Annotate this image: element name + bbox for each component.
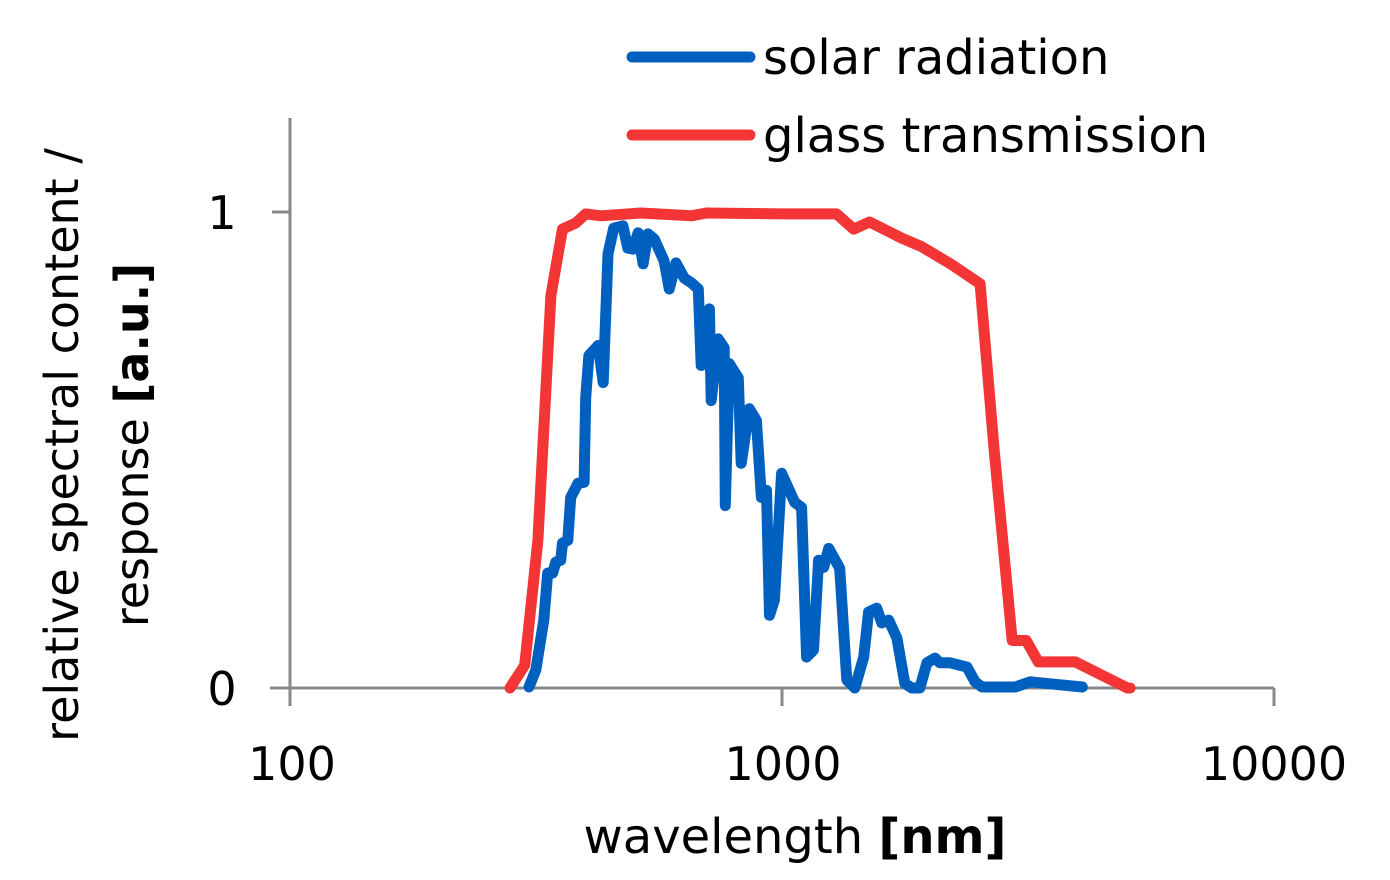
axes [270,118,1276,706]
legend: solar radiation glass transmission [626,30,1208,164]
x-axis-title-text: wavelength [584,809,864,865]
x-tick-label-10000: 10000 [1201,737,1347,791]
series-line-solar-radiation [523,220,1088,694]
x-tick-label-100: 100 [248,737,336,791]
y-tick-label-0: 0 [207,662,236,716]
y-axis-title: relative spectral content / response [a.… [35,148,159,742]
legend-label-glass-transmission: glass transmission [763,108,1208,164]
series-layer [504,207,1136,694]
y-axis-title-unit: [a.u.] [105,263,159,404]
y-axis-title-line1: relative spectral content / [35,148,89,742]
y-axis-title-line2: response [a.u.] [105,263,159,627]
x-axis-title-unit: [nm] [878,809,1006,865]
x-axis-title: wavelength [nm] [584,809,1007,865]
series-line-glass-transmission [504,207,1136,694]
legend-label-solar-radiation: solar radiation [763,30,1109,86]
y-tick-label-1: 1 [207,186,236,240]
y-axis-title-line2-text: response [105,418,159,627]
x-tick-label-1000: 1000 [724,737,841,791]
